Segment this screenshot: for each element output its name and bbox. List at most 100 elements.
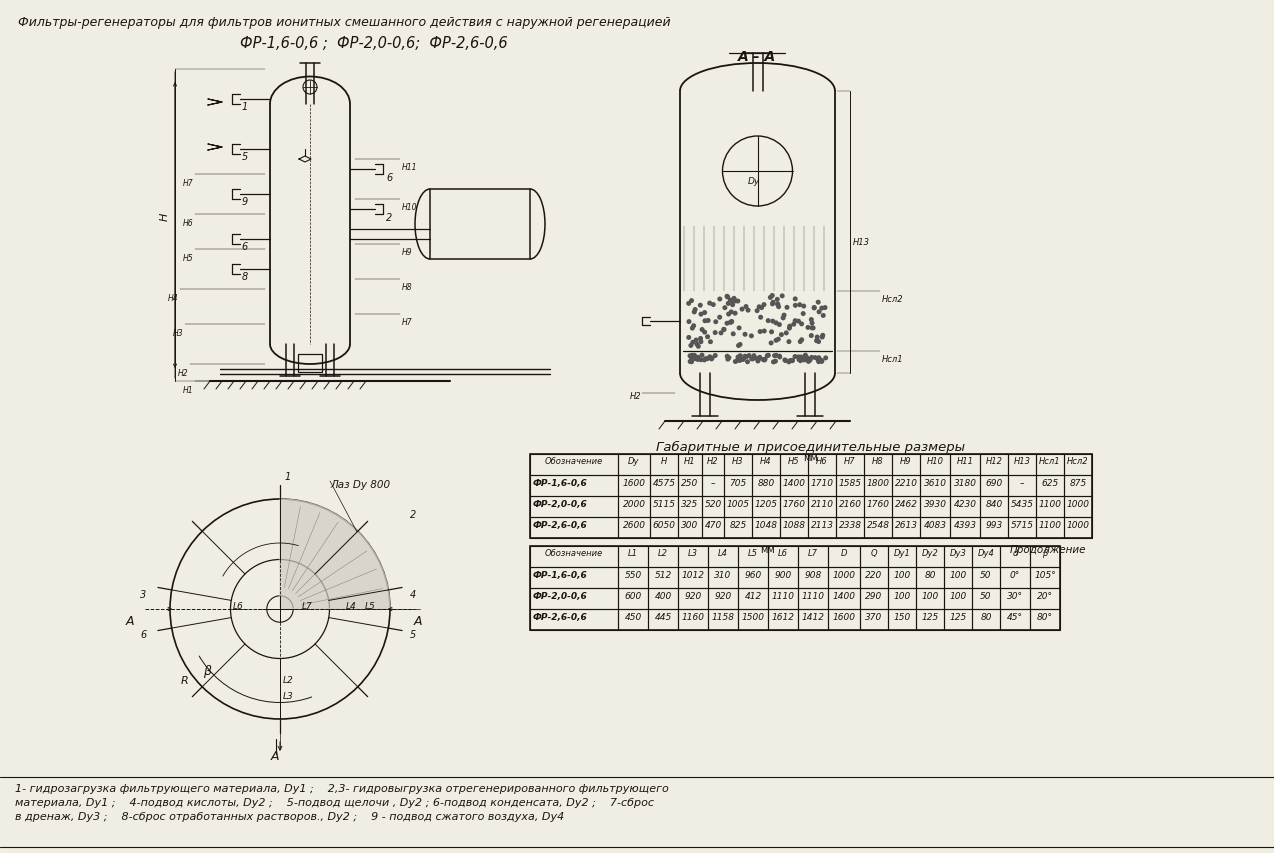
Text: Лаз Dy 800: Лаз Dy 800 (330, 479, 390, 490)
Circle shape (817, 356, 822, 361)
Circle shape (796, 319, 801, 324)
Circle shape (766, 353, 771, 358)
Bar (708, 567, 738, 589)
Circle shape (768, 341, 773, 346)
Bar (702, 475, 724, 496)
Circle shape (735, 358, 740, 363)
Text: 2210: 2210 (894, 479, 917, 487)
Text: H2: H2 (177, 368, 189, 378)
Bar (678, 547, 708, 567)
Circle shape (800, 356, 805, 361)
Circle shape (799, 338, 804, 343)
Text: Обозначение: Обозначение (545, 548, 603, 557)
Circle shape (736, 326, 741, 331)
Circle shape (689, 357, 694, 363)
Text: 512: 512 (655, 571, 671, 579)
Bar (972, 567, 1000, 589)
Bar (864, 518, 892, 538)
Text: 2338: 2338 (838, 520, 861, 530)
Bar (916, 547, 944, 567)
Bar (780, 518, 808, 538)
Bar (836, 518, 864, 538)
Text: ФР-2,6-0,6: ФР-2,6-0,6 (533, 612, 587, 621)
Bar (678, 455, 702, 475)
Text: 445: 445 (655, 612, 671, 621)
Text: 125: 125 (949, 612, 967, 621)
Bar (678, 496, 702, 518)
Circle shape (787, 324, 792, 329)
Text: L5: L5 (748, 548, 758, 557)
Bar (678, 475, 702, 496)
Bar (980, 496, 1008, 518)
Bar (864, 475, 892, 496)
Text: R: R (181, 676, 189, 685)
Circle shape (687, 320, 692, 325)
Text: 900: 900 (775, 571, 791, 579)
Circle shape (810, 326, 815, 331)
Bar (618, 547, 648, 567)
Text: H10: H10 (926, 456, 944, 466)
Bar (648, 567, 678, 589)
Bar (1008, 475, 1036, 496)
Bar (298, 355, 322, 373)
Bar (920, 455, 950, 475)
Text: L2: L2 (657, 548, 668, 557)
Circle shape (696, 357, 701, 363)
Circle shape (813, 356, 818, 361)
Text: 1000: 1000 (832, 571, 856, 579)
Text: 1760: 1760 (782, 499, 805, 508)
Text: Hсл2: Hсл2 (882, 294, 903, 304)
Bar (892, 455, 920, 475)
Text: А – А: А – А (738, 50, 776, 64)
Circle shape (773, 339, 778, 344)
Circle shape (757, 357, 762, 362)
Circle shape (687, 301, 692, 306)
Circle shape (719, 331, 724, 336)
Circle shape (698, 337, 703, 341)
Text: 150: 150 (893, 612, 911, 621)
Circle shape (809, 334, 814, 339)
Circle shape (771, 319, 776, 324)
Circle shape (738, 357, 743, 363)
Circle shape (769, 330, 775, 335)
Bar (836, 496, 864, 518)
Bar (888, 547, 916, 567)
Circle shape (744, 305, 749, 310)
Circle shape (758, 329, 763, 334)
Bar (768, 567, 798, 589)
Text: 2600: 2600 (623, 520, 646, 530)
Bar (828, 547, 860, 567)
Circle shape (688, 360, 693, 364)
Text: 4575: 4575 (652, 479, 675, 487)
Text: L3: L3 (688, 548, 698, 557)
Circle shape (698, 304, 703, 308)
Text: 50: 50 (980, 591, 991, 601)
Bar (828, 609, 860, 630)
Circle shape (796, 357, 801, 363)
Text: 600: 600 (624, 591, 642, 601)
Text: 1160: 1160 (682, 612, 705, 621)
Circle shape (823, 356, 828, 361)
Circle shape (702, 310, 707, 316)
Text: 4083: 4083 (924, 520, 947, 530)
Bar (724, 496, 752, 518)
Text: H11: H11 (957, 456, 973, 466)
Text: 370: 370 (865, 612, 883, 621)
Text: 1158: 1158 (711, 612, 735, 621)
Circle shape (799, 355, 804, 360)
Bar (650, 475, 678, 496)
Text: 125: 125 (921, 612, 939, 621)
Text: Dy: Dy (748, 177, 759, 186)
Circle shape (711, 303, 716, 308)
Bar (860, 547, 888, 567)
Circle shape (722, 306, 727, 310)
Text: ФР-2,0-0,6: ФР-2,0-0,6 (533, 591, 587, 601)
Text: мм: мм (761, 544, 775, 554)
Text: 2548: 2548 (866, 520, 889, 530)
Circle shape (725, 357, 730, 363)
Text: H7: H7 (845, 456, 856, 466)
Circle shape (772, 354, 777, 358)
Bar (950, 475, 980, 496)
Circle shape (689, 360, 694, 365)
Bar (780, 475, 808, 496)
